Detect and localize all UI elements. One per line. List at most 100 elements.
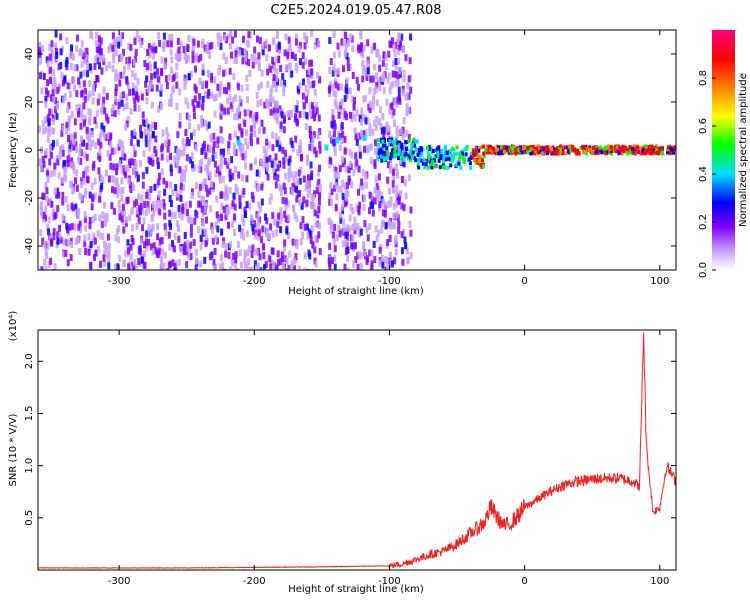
spectrogram-cell [199,165,203,173]
spectrogram-signal-cell [390,137,394,142]
spectrogram-cell [124,171,128,179]
spectrogram-cell [209,205,213,213]
spectrogram-cell [332,130,336,138]
spectrogram-cell [216,32,220,40]
spectrogram-cell [303,252,307,260]
spectrogram-cell [361,183,365,191]
spectrogram-cell [79,157,83,165]
spectrogram-cell [60,72,64,80]
spectrogram-cell [204,240,208,248]
spectrogram-cell [151,248,155,256]
spectrogram-cell [228,93,232,101]
spectrogram-cell [54,42,58,50]
spectrogram-cell [294,185,298,193]
spectrogram-cell [45,187,49,195]
spectrogram-cell [266,68,270,76]
spectrogram-cell [223,268,227,270]
spectrogram-signal-cell [455,145,459,150]
spectrogram-cell [238,49,242,57]
spectrogram-cell [62,96,66,104]
spectrogram-cell [80,110,84,118]
spectrogram-signal-cell [655,150,659,155]
spectrogram-cell [46,224,50,232]
spectrogram-cell [348,111,352,119]
spectrogram-cell [151,159,155,167]
snr-xtick-label: 0 [521,576,527,587]
spectrogram-signal-cell [666,150,670,155]
spectrogram-cell [284,64,288,72]
spectrogram-signal-cell [591,145,595,150]
spectrogram-cell [135,265,139,270]
snr-series-line [38,332,676,569]
spectrogram-cell [257,201,261,209]
spectrogram-cell [375,235,379,243]
spectrogram-cell [56,191,60,199]
spectrogram-cell [220,214,224,222]
spectrogram-cell [260,158,264,166]
spectrogram-cell [89,143,93,151]
spectrogram-cell [303,32,307,40]
spectrogram-cell [212,258,216,266]
spectrogram-cell [42,215,46,223]
spectrogram-cell [93,116,97,124]
spectrogram-cell [194,181,198,189]
spectrogram-cell [381,209,385,217]
spectrogram-cell [129,243,133,251]
spectrogram-cell [66,160,70,168]
spectrogram-cell [139,41,143,49]
spectrogram-cell [386,200,390,208]
spectrogram-cell [364,68,368,76]
spectrogram-cell [279,226,283,234]
spectrogram-signal-cell [584,151,588,156]
spectrogram-cell [338,165,342,173]
spectrogram-cell [390,260,394,268]
spectrogram-cell [187,73,191,81]
spectrogram-cell [234,183,238,191]
spectrogram-signal-cell [582,145,586,150]
spectrogram-cell [127,42,131,50]
spectrogram-cell [172,245,176,253]
spectrogram-cell [161,129,165,137]
spectrogram-cell [276,164,280,172]
spectrogram-cell [277,41,281,49]
spectrogram-cell [42,211,46,219]
spectrogram-cell [402,160,406,168]
spectrogram-signal-cell [490,146,494,151]
spectrogram-cell [160,201,164,209]
spectrogram-cell [101,176,105,184]
spectrogram-signal-cell [674,145,676,150]
spectrogram-cell [67,135,71,143]
spectrogram-cell [145,230,149,238]
spectrogram-cell [182,148,186,156]
spectrogram-cell [135,222,139,230]
spectrogram-cell [332,63,336,71]
spectrogram-cell [133,97,137,105]
spectrogram-cell [118,79,122,87]
spectrogram-cell [185,112,189,120]
spectrogram-cell [60,129,64,137]
spectrogram-cell [67,148,71,156]
spectrogram-cell [140,256,144,264]
spectrogram-cell [340,156,344,164]
spectrogram-cell [266,173,270,181]
spectrogram-cell [189,156,193,164]
spectrogram-cell [236,83,240,91]
spectrogram-cell [298,41,302,49]
spectrogram-cell [261,225,265,233]
spectrogram-cell [231,259,235,267]
spectrogram-cell [180,173,184,181]
spectrogram-cell [56,158,60,166]
spectrogram-signal-cell [409,158,413,163]
spectrogram-cell [97,138,101,146]
spectrogram-cell [105,244,109,252]
spectrogram-cell [103,131,107,139]
spectrogram-cell [317,231,321,239]
spectrogram-cell [253,260,257,268]
spectrogram-cell [332,89,336,97]
spectrogram-cell [361,75,365,83]
spectrogram-signal-cell [628,145,632,150]
spectrogram-cell [373,186,377,194]
spectrogram-cell [55,102,59,110]
spectrogram-cell [183,231,187,239]
spectrogram-signal-cell [626,151,630,156]
